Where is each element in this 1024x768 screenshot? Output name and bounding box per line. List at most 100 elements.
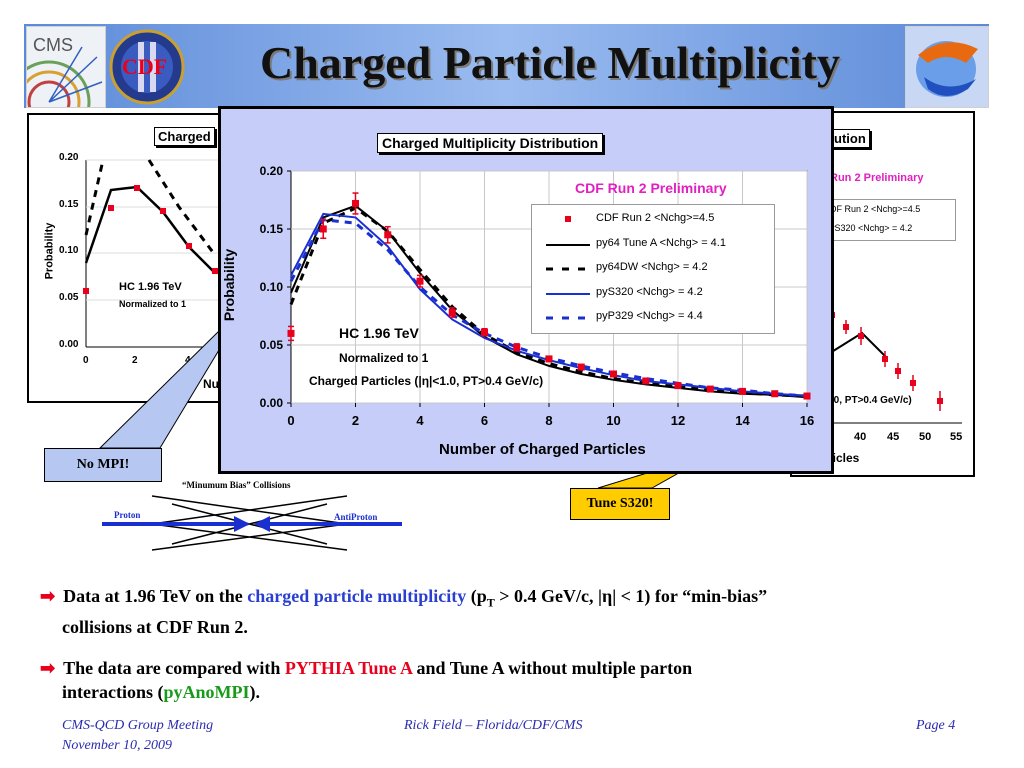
chart-annotation-energy: HC 1.96 TeV bbox=[339, 325, 419, 341]
cdf-logo-text: CDF bbox=[122, 54, 168, 79]
bullet-2-line2: interactions ( bbox=[62, 682, 164, 702]
data-point bbox=[706, 385, 714, 393]
data-point bbox=[610, 370, 617, 378]
bullet-1-highlight: charged particle multiplicity bbox=[247, 586, 467, 606]
cms-logo-text: CMS bbox=[33, 35, 73, 55]
footer-date: November 10, 2009 bbox=[62, 738, 173, 753]
data-point bbox=[287, 329, 295, 337]
left-ylabel: Probability bbox=[43, 222, 56, 280]
data-point bbox=[577, 363, 585, 371]
florida-logo-graphic bbox=[916, 41, 978, 97]
data-point bbox=[771, 390, 779, 398]
no-mpi-callout: No MPI! bbox=[44, 448, 162, 482]
collision-diagram-label: “Minumum Bias” Collisions bbox=[182, 480, 291, 490]
left-annotation-energy: HC 1.96 TeV bbox=[119, 281, 182, 293]
data-point bbox=[319, 225, 327, 233]
right-legend-entry: yS320 <Nchg> = 4.2 bbox=[830, 223, 913, 233]
collision-diagram: “Minumum Bias” Collisions Proton AntiPro… bbox=[102, 478, 402, 558]
bullet-2-text: The data are compared with bbox=[63, 658, 285, 678]
chart-title: Charged Multiplicity Distribution bbox=[377, 133, 604, 153]
data-point bbox=[803, 392, 811, 400]
xtick-label: 16 bbox=[800, 413, 814, 428]
cms-logo: CMS bbox=[26, 26, 106, 108]
xtick-label: 10 bbox=[606, 413, 620, 428]
data-point bbox=[481, 328, 488, 336]
xtick-label: 6 bbox=[481, 413, 488, 428]
bullet-arrow-icon: ➡ bbox=[40, 586, 56, 606]
chart-ylabel: Probability bbox=[221, 248, 238, 322]
left-background-panel: Charged 0.20 0.15 0.10 0.05 0.00 0 2 4 N… bbox=[27, 113, 231, 403]
legend-entry-s320: pyS320 <Nchg> = 4.2 bbox=[596, 286, 703, 298]
title-bar bbox=[24, 24, 989, 108]
right-xtick: 50 bbox=[919, 431, 932, 443]
florida-logo bbox=[905, 26, 989, 108]
bullet-1: ➡ Data at 1.96 TeV on the charged particl… bbox=[40, 584, 1000, 639]
data-point bbox=[416, 277, 424, 285]
data-point bbox=[384, 231, 392, 239]
left-ytick: 0.10 bbox=[59, 245, 79, 256]
left-xtick: 0 bbox=[83, 355, 89, 366]
data-point bbox=[674, 382, 682, 390]
left-panel-title: Charged bbox=[154, 127, 215, 146]
collision-diagram-graphic bbox=[102, 495, 402, 551]
left-ytick: 0.05 bbox=[59, 292, 79, 303]
right-cuts-label: :1.0, PT>0.4 GeV/c) bbox=[822, 395, 912, 406]
main-chart-panel: 0.00 0.05 0.10 0.15 0.20 0 2 4 6 8 10 12 14 16 Charge… bbox=[218, 106, 834, 474]
ytick-label: 0.00 bbox=[260, 396, 284, 410]
chart-subtitle: CDF Run 2 Preliminary bbox=[575, 180, 727, 196]
bullet-1-text: Data at 1.96 TeV on the bbox=[63, 586, 248, 606]
right-panel-title: ution bbox=[830, 129, 870, 148]
data-point bbox=[739, 387, 746, 395]
left-xtick: 4 bbox=[185, 355, 191, 366]
footer-meeting: CMS-QCD Group Meeting bbox=[62, 718, 214, 733]
data-point bbox=[642, 377, 650, 385]
right-xtick: 55 bbox=[950, 431, 963, 443]
bullet-1-subscript: T bbox=[486, 595, 495, 610]
xtick-label: 12 bbox=[671, 413, 685, 428]
bullet-1-text: (p bbox=[466, 586, 487, 606]
cdf-logo: CDF bbox=[108, 28, 186, 106]
right-preliminary-label: Run 2 Preliminary bbox=[830, 172, 924, 184]
bullet-1-line2: collisions at CDF Run 2. bbox=[62, 616, 248, 637]
cms-logo-graphic bbox=[27, 46, 103, 107]
tune-s320-callout: Tune S320! bbox=[570, 488, 670, 520]
bullet-2-highlight-anompi: pyAnoMPI bbox=[163, 682, 250, 702]
xtick-label: 2 bbox=[352, 413, 359, 428]
bullet-1-text: > 0.4 GeV/c, |η| < 1) for “min-bias” bbox=[494, 586, 768, 606]
chart-annotation-cuts: Charged Particles (|η|<1.0, PT>0.4 GeV/c… bbox=[309, 374, 544, 388]
legend-swatch-cdf-data bbox=[565, 216, 571, 222]
data-point bbox=[545, 355, 553, 363]
cdf-logo-graphic bbox=[109, 29, 185, 105]
legend-entry-cdf-data: CDF Run 2 <Nchg>=4.5 bbox=[596, 212, 715, 224]
footer-page: Page 4 bbox=[916, 718, 956, 733]
legend-entry-tune-a: py64 Tune A <Nchg> = 4.1 bbox=[596, 237, 726, 249]
data-point bbox=[448, 309, 456, 317]
chart-annotation-normalized: Normalized to 1 bbox=[339, 351, 429, 365]
ytick-label: 0.20 bbox=[260, 164, 284, 178]
bullet-arrow-icon: ➡ bbox=[40, 658, 56, 678]
data-point bbox=[352, 199, 359, 207]
left-xlabel: Nu bbox=[203, 377, 219, 391]
legend-entry-dw: py64DW <Nchg> = 4.2 bbox=[596, 261, 708, 273]
chart-xlabel: Number of Charged Particles bbox=[439, 441, 646, 458]
bullet-2: ➡ The data are compared with PYTHIA Tune … bbox=[40, 656, 1000, 704]
legend-entry-p329: pyP329 <Nchg> = 4.4 bbox=[596, 310, 703, 322]
left-xtick: 2 bbox=[132, 355, 138, 366]
slide-title: Charged Particle Multiplicity bbox=[260, 37, 840, 88]
left-annotation-normalized: Normalized to 1 bbox=[119, 299, 187, 309]
xtick-label: 14 bbox=[735, 413, 750, 428]
series-line-2 bbox=[289, 206, 808, 398]
xtick-label: 4 bbox=[416, 413, 424, 428]
ytick-label: 0.15 bbox=[260, 222, 284, 236]
right-xtick: 45 bbox=[887, 431, 900, 443]
xtick-label: 8 bbox=[545, 413, 552, 428]
left-ytick: 0.15 bbox=[59, 199, 79, 210]
right-xtick: 40 bbox=[854, 431, 867, 443]
ytick-label: 0.10 bbox=[260, 280, 284, 294]
bullet-2-text: and Tune A without multiple parton bbox=[412, 658, 693, 678]
footer-author: Rick Field – Florida/CDF/CMS bbox=[404, 718, 583, 733]
data-point bbox=[513, 343, 521, 351]
legend-swatches bbox=[546, 216, 590, 320]
xtick-label: 0 bbox=[287, 413, 294, 428]
proton-label: Proton bbox=[114, 510, 141, 520]
